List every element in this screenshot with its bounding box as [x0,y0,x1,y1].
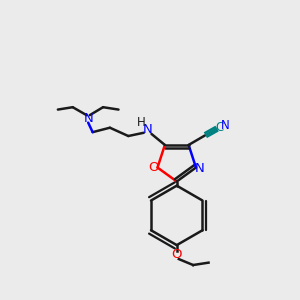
Text: N: N [221,119,230,132]
Text: N: N [83,112,93,125]
Text: O: O [172,248,182,261]
Text: N: N [195,162,205,175]
Text: H: H [137,116,146,129]
Text: N: N [143,123,152,136]
Text: C: C [215,121,224,134]
Text: O: O [148,161,159,174]
